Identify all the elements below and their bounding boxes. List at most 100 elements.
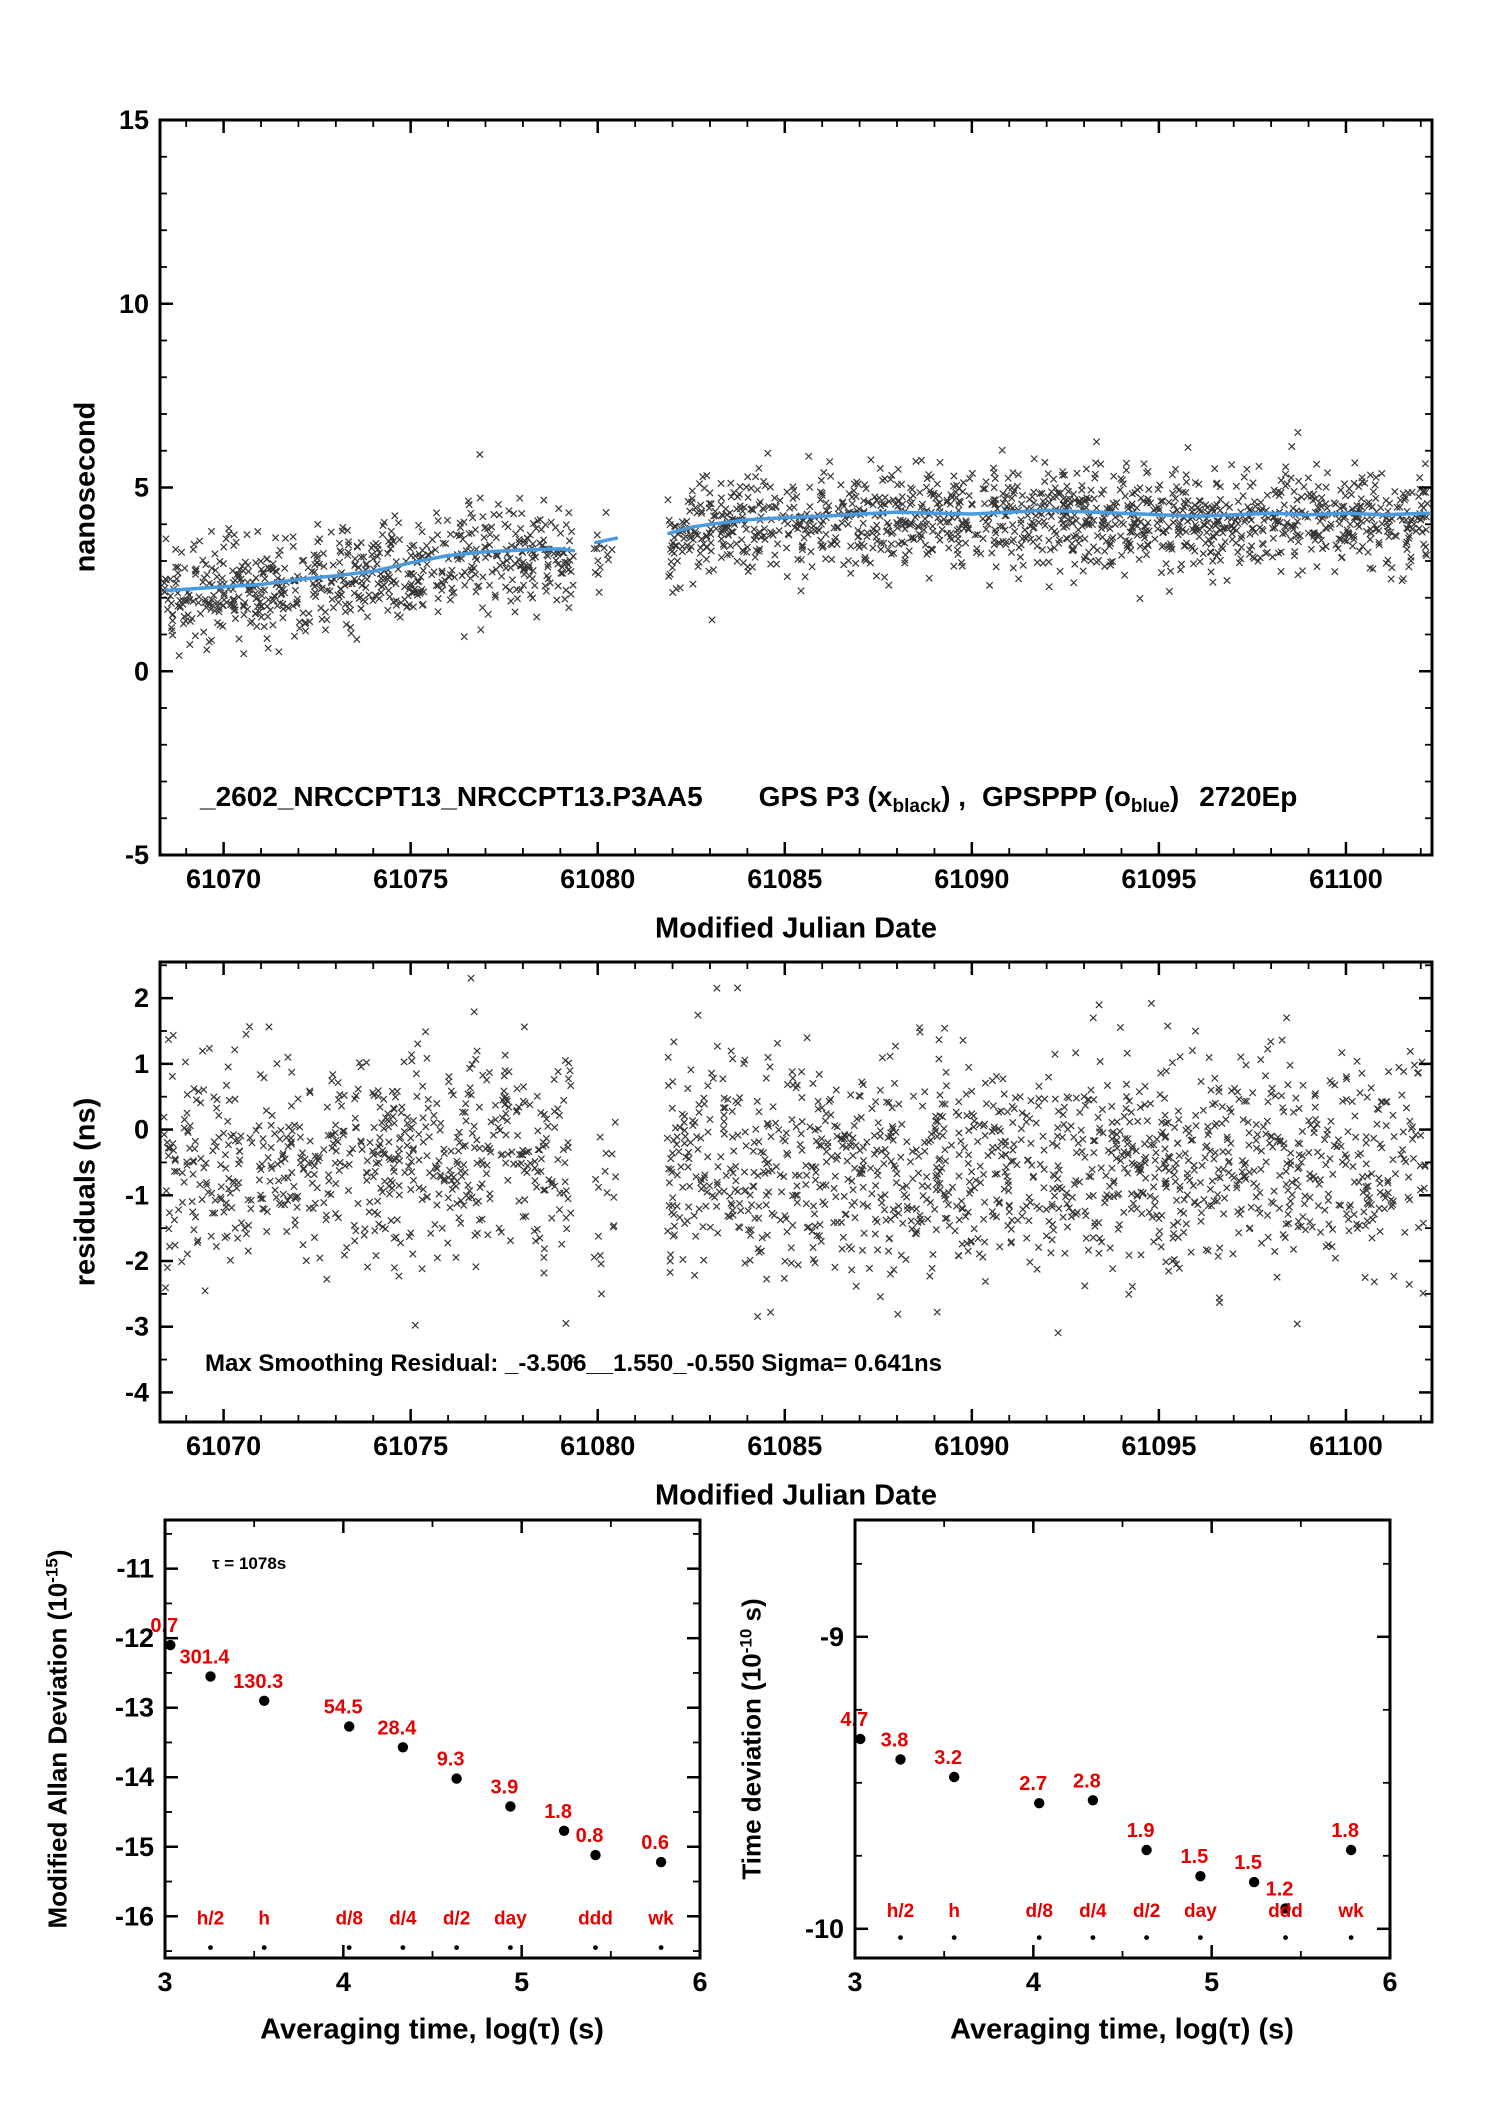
y-tick-label: -14 <box>115 1762 154 1792</box>
averaging-time-label: d/4 <box>389 1909 417 1930</box>
axis-marker-dot <box>951 1935 957 1940</box>
x-tick-label: 61070 <box>186 864 261 894</box>
tdev-points: 4.73.83.22.7 2.81.91.5 1.51.21.8 <box>840 1709 1359 1914</box>
tdev-data-point <box>1248 1876 1260 1888</box>
axis-marker-dot <box>508 1945 513 1950</box>
tdev-point-value-label: 2.7 <box>1019 1773 1047 1795</box>
mdev-point-value-label: 1.8 <box>544 1801 572 1823</box>
time-series-chart: 61070 61075 61080 61085 61090 61095 61100 -5 0 5 1… <box>119 105 1434 894</box>
averaging-time-label: d/2 <box>443 1909 470 1930</box>
tdev-point-value-label: 1.8 <box>1331 1820 1359 1842</box>
y-tick-label: -10 <box>805 1914 844 1944</box>
x-tick-label: 61080 <box>560 864 635 894</box>
averaging-time-label: day <box>494 1909 527 1930</box>
averaging-time-label: day <box>1184 1901 1217 1922</box>
gpsppp-smoothed-line <box>594 536 619 545</box>
y-tick-label: 15 <box>119 105 149 135</box>
tdev-point-value-label: 3.8 <box>881 1729 909 1751</box>
axis-marker-dot <box>454 1945 459 1950</box>
y-tick-label: -13 <box>115 1693 154 1723</box>
averaging-time-label: h <box>948 1901 960 1922</box>
axis-marker-dot <box>1198 1935 1203 1940</box>
y-tick-label: -16 <box>115 1901 154 1931</box>
time-series-plot-area <box>160 428 1431 660</box>
axis-marker-dot <box>1144 1935 1149 1940</box>
mdev-data-point <box>259 1695 270 1707</box>
mdev-data-point <box>590 1849 601 1861</box>
y-tick-label: -1 <box>125 1180 149 1210</box>
mdev-xlabel: Averaging time, log(τ) (s) <box>260 2013 604 2046</box>
mdev-data-point <box>165 1639 176 1651</box>
mdev-point-value-label: 0.6 <box>641 1832 669 1854</box>
mdev-point-value-label: 301.4 <box>179 1646 230 1668</box>
y-tick-label: 0 <box>134 656 149 686</box>
mdev-point-value-label: 0.8 <box>576 1825 604 1847</box>
ppp-series-subscript: blue <box>1130 796 1170 817</box>
averaging-time-label: d/8 <box>1025 1901 1052 1922</box>
tdev-axes: 3 4 5 6 -10 -9 <box>805 1518 1398 1997</box>
averaging-time-label: wk <box>1337 1901 1364 1922</box>
x-tick-label: 61095 <box>1121 1431 1196 1461</box>
x-tick-label: 61075 <box>373 1431 448 1461</box>
gps-series-subscript: black <box>892 796 942 817</box>
mdev-point-value-label: 28.4 <box>377 1717 417 1739</box>
gpsppp-smoothed-line <box>667 508 1431 536</box>
max-smoothing-residual-label: Max Smoothing Residual: _-3.506__1.550_-… <box>205 1350 943 1377</box>
y-tick-label: -15 <box>115 1832 154 1862</box>
mdev-data-point <box>344 1721 355 1732</box>
panel2-xlabel: Modified Julian Date <box>655 1479 937 1512</box>
tdev-point-value-label: 1.9 <box>1127 1820 1155 1842</box>
y-tick-label: -12 <box>115 1623 154 1653</box>
tdev-ylabel: Time deviation (10-10 s) <box>737 1598 768 1879</box>
y-tick-label: 0 <box>134 1115 149 1145</box>
tdev-data-point <box>949 1771 960 1783</box>
y-tick-label: -11 <box>116 1554 154 1584</box>
y-tick-label: -3 <box>125 1312 149 1342</box>
tdev-data-point <box>1087 1795 1099 1806</box>
tdev-chart: 4.73.83.22.7 2.81.91.5 1.51.21.8h/2 h d/8 d/4… <box>805 1518 1398 1997</box>
tdev-point-value-label: 2.8 <box>1073 1770 1101 1792</box>
residual-scatter <box>160 974 1429 1364</box>
y-tick-label: 10 <box>119 289 149 319</box>
axis-marker-dot <box>898 1935 903 1940</box>
axis-marker-dot <box>658 1945 664 1950</box>
averaging-time-label: h/2 <box>197 1909 224 1930</box>
x-tick-label: 6 <box>692 1967 707 1997</box>
axis-marker-dot <box>1036 1935 1042 1940</box>
time-series-axes: 61070 61075 61080 61085 61090 61095 61100 -5 0 5 1… <box>119 105 1434 894</box>
mdev-point-value-label: 130.3 <box>233 1671 283 1693</box>
panel2-ylabel: residuals (ns) <box>69 1097 102 1287</box>
axis-marker-dot <box>261 1945 267 1950</box>
tdev-data-point <box>1195 1871 1206 1882</box>
axis-marker-dot <box>1348 1935 1354 1940</box>
mdev-time-labels: h/2 h d/8 d/4 d/2 day ddd wk <box>197 1909 674 1950</box>
x-tick-label: 5 <box>1204 1967 1219 1997</box>
axis-marker-dot <box>593 1945 598 1950</box>
mdev-point-value-label: 3.9 <box>490 1776 518 1798</box>
mdev-data-point <box>451 1773 462 1784</box>
gpsppp-smoothed-line <box>165 547 576 593</box>
x-tick-label: 61080 <box>560 1431 635 1461</box>
x-tick-label: 61095 <box>1121 864 1196 894</box>
tdev-data-point <box>1345 1844 1357 1856</box>
mdev-data-point <box>205 1671 216 1682</box>
x-tick-label: 61100 <box>1309 1431 1383 1461</box>
epoch-label: 2720Ep <box>1199 781 1298 812</box>
tau-annotation: τ = 1078s <box>212 1554 287 1573</box>
mdev-data-point <box>558 1825 570 1837</box>
panel1-xlabel: Modified Julian Date <box>655 912 937 945</box>
tdev-point-value-label: 3.2 <box>934 1747 962 1769</box>
x-tick-label: 3 <box>847 1967 862 1997</box>
tdev-point-value-label: 1.5 <box>1234 1852 1262 1874</box>
tdev-time-labels: h/2 h d/8 d/4 d/2 day ddd wk <box>887 1901 1364 1940</box>
tdev-data-point <box>1034 1798 1045 1809</box>
y-tick-label: 5 <box>134 473 149 503</box>
tdev-ylabel-post: s) <box>736 1598 767 1629</box>
mdev-data-point <box>505 1801 516 1812</box>
axis-marker-dot <box>400 1945 406 1950</box>
x-tick-label: 61075 <box>373 864 448 894</box>
mdev-data-point <box>655 1856 667 1868</box>
